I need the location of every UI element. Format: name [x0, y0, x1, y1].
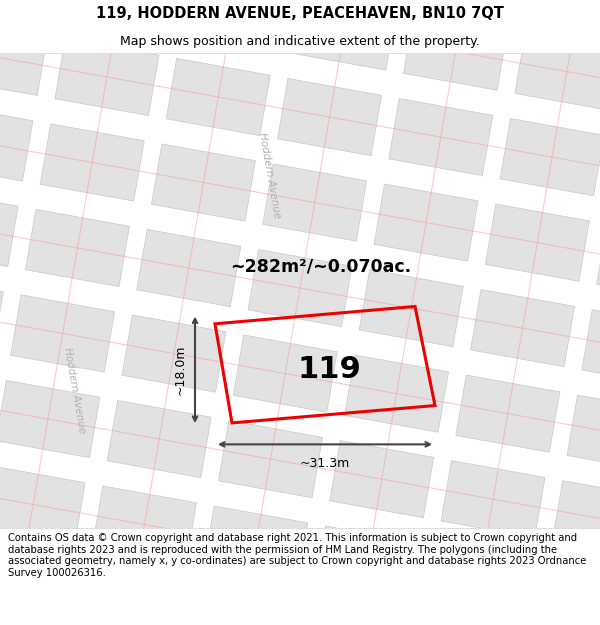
- Polygon shape: [278, 79, 382, 156]
- Polygon shape: [233, 335, 337, 412]
- Polygon shape: [137, 229, 241, 307]
- Polygon shape: [315, 526, 419, 603]
- Polygon shape: [92, 486, 196, 563]
- Polygon shape: [344, 355, 449, 432]
- Polygon shape: [374, 184, 478, 261]
- Polygon shape: [441, 461, 545, 538]
- Polygon shape: [500, 119, 600, 196]
- Polygon shape: [553, 481, 600, 558]
- Text: 119: 119: [298, 355, 361, 384]
- Polygon shape: [122, 315, 226, 392]
- Polygon shape: [0, 466, 85, 543]
- Text: ~282m²/~0.070ac.: ~282m²/~0.070ac.: [230, 258, 411, 276]
- Polygon shape: [218, 421, 322, 498]
- Polygon shape: [596, 224, 600, 301]
- Polygon shape: [204, 506, 308, 583]
- Polygon shape: [189, 591, 293, 625]
- Polygon shape: [300, 611, 404, 625]
- Polygon shape: [77, 571, 182, 625]
- Polygon shape: [248, 249, 352, 327]
- Polygon shape: [11, 295, 115, 372]
- Polygon shape: [263, 164, 367, 241]
- Polygon shape: [0, 104, 33, 181]
- Text: Hoddern Avenue: Hoddern Avenue: [257, 132, 283, 219]
- Polygon shape: [456, 375, 560, 452]
- Polygon shape: [404, 13, 508, 90]
- Text: ~31.3m: ~31.3m: [300, 457, 350, 469]
- Polygon shape: [181, 0, 285, 50]
- Polygon shape: [515, 33, 600, 110]
- Polygon shape: [25, 209, 130, 287]
- Polygon shape: [151, 144, 256, 221]
- Text: 119, HODDERN AVENUE, PEACEHAVEN, BN10 7QT: 119, HODDERN AVENUE, PEACEHAVEN, BN10 7Q…: [96, 6, 504, 21]
- Polygon shape: [538, 566, 600, 625]
- Text: Contains OS data © Crown copyright and database right 2021. This information is : Contains OS data © Crown copyright and d…: [8, 533, 586, 578]
- Polygon shape: [70, 0, 174, 30]
- Polygon shape: [582, 309, 600, 387]
- Polygon shape: [0, 189, 18, 266]
- Polygon shape: [470, 289, 575, 367]
- Polygon shape: [0, 18, 47, 96]
- Polygon shape: [426, 546, 530, 623]
- Polygon shape: [0, 275, 4, 352]
- Polygon shape: [485, 204, 589, 281]
- Polygon shape: [418, 0, 523, 4]
- Polygon shape: [389, 99, 493, 176]
- Text: Hoddern Avenue: Hoddern Avenue: [62, 346, 88, 434]
- Polygon shape: [107, 401, 211, 478]
- Polygon shape: [530, 0, 600, 25]
- Text: Map shows position and indicative extent of the property.: Map shows position and indicative extent…: [120, 35, 480, 48]
- Polygon shape: [567, 395, 600, 472]
- Polygon shape: [0, 0, 62, 10]
- Polygon shape: [0, 381, 100, 458]
- Text: ~18.0m: ~18.0m: [174, 344, 187, 395]
- Polygon shape: [330, 441, 434, 518]
- Polygon shape: [0, 551, 70, 625]
- Polygon shape: [166, 58, 270, 136]
- Polygon shape: [40, 124, 144, 201]
- Polygon shape: [55, 38, 159, 116]
- Polygon shape: [292, 0, 396, 70]
- Polygon shape: [359, 269, 463, 347]
